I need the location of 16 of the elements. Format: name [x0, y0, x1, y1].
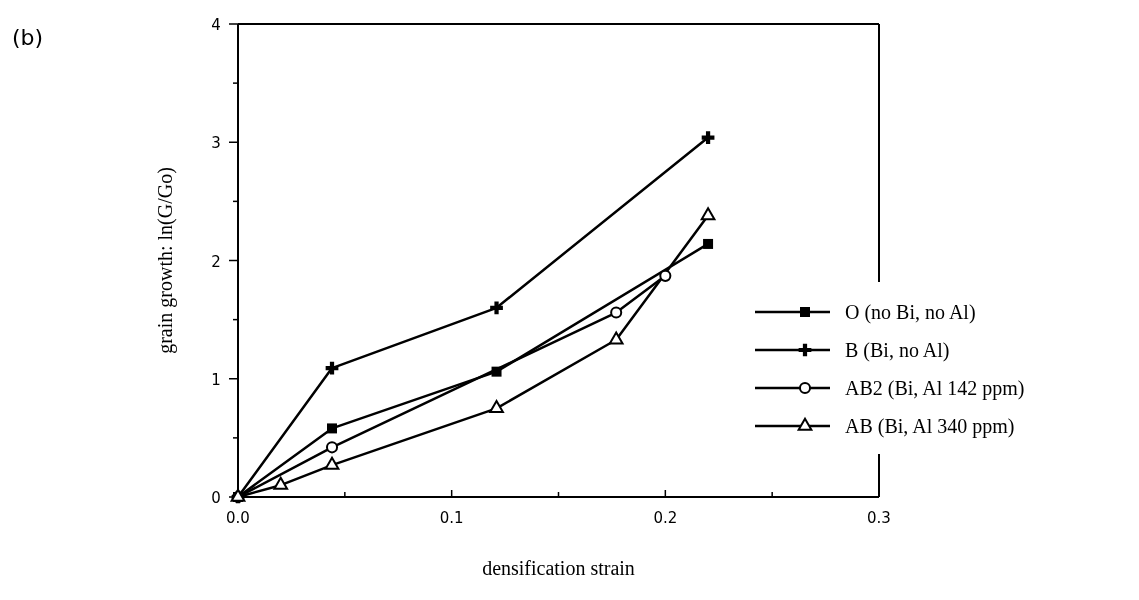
y-tick-label: 4	[211, 16, 221, 34]
y-tick-label: 1	[211, 370, 221, 389]
text: (b)	[12, 25, 44, 50]
x-tick-label: 0.2	[653, 509, 678, 527]
legend-label: B (Bi, no Al)	[845, 339, 950, 362]
x-axis-title: densification strain	[482, 557, 635, 579]
y-axis-title: grain growth: ln(G/Go)	[154, 167, 177, 354]
legend-label: AB2 (Bi, Al 142 ppm)	[845, 377, 1025, 400]
y-tick-label: 3	[211, 134, 221, 153]
x-tick-label: 0.3	[867, 509, 891, 527]
legend-label: O (no Bi, no Al)	[845, 301, 976, 324]
y-tick-label: 2	[211, 252, 221, 271]
x-tick-label: 0.1	[439, 509, 464, 527]
legend-label: AB (Bi, Al 340 ppm)	[845, 415, 1015, 438]
x-tick-label: 0.0	[226, 509, 250, 527]
y-tick-label: 0	[211, 489, 221, 507]
